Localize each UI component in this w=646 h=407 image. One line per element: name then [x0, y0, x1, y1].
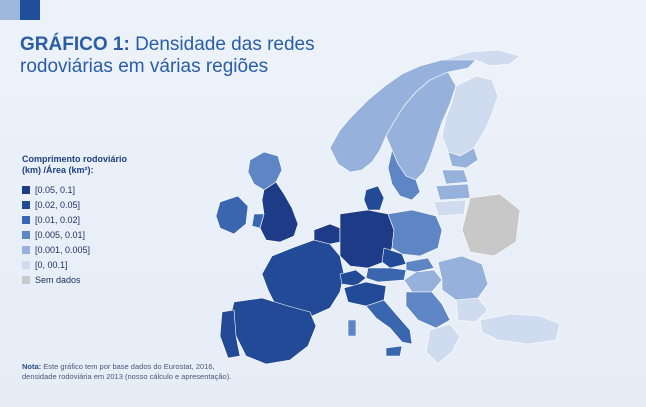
- region-sardinia: [347, 319, 357, 337]
- legend-swatch: [22, 185, 30, 194]
- region-poland: [387, 209, 443, 257]
- legend-label: [0.05, 0.1]: [35, 184, 76, 195]
- legend-title-line2: (km) /Área (km²):: [22, 165, 94, 175]
- corner-square-light: [0, 0, 20, 20]
- region-england: [259, 181, 299, 243]
- legend-item: [0.02, 0.05]: [22, 197, 162, 212]
- region-bulgaria: [455, 297, 489, 323]
- legend-swatch: [22, 215, 30, 224]
- region-czechia: [381, 247, 407, 269]
- region-romania: [437, 255, 489, 301]
- region-greece: [425, 323, 461, 365]
- title-text-line1: Densidade das redes: [135, 34, 315, 55]
- legend-item: [0.005, 0.01]: [22, 227, 162, 242]
- region-switzerland: [339, 269, 367, 287]
- region-finland-south: [447, 147, 479, 169]
- region-lithuania: [433, 199, 467, 217]
- region-benelux: [313, 223, 341, 245]
- region-hungary: [403, 269, 443, 293]
- region-norway-north: [441, 49, 521, 67]
- chart-title: GRÁFICO 1: Densidade das redes rodoviári…: [20, 34, 320, 78]
- corner-decoration: [0, 0, 40, 20]
- legend-swatch: [22, 200, 30, 209]
- legend-item: [0.001, 0.005]: [22, 242, 162, 257]
- legend-swatch: [22, 260, 30, 269]
- region-east: [461, 193, 521, 257]
- note-text: Este gráfico tem por base dados do Euros…: [22, 362, 232, 381]
- europe-road-density-map: [215, 49, 561, 365]
- legend-label: [0, 00.1]: [35, 259, 68, 270]
- note-label: Nota:: [22, 362, 42, 371]
- legend-label: Sem dados: [35, 274, 81, 285]
- legend-label: [0.005, 0.01]: [35, 229, 86, 240]
- legend-item: [0.05, 0.1]: [22, 182, 162, 197]
- region-latvia: [435, 183, 471, 201]
- region-balkans: [405, 291, 451, 329]
- title-label: GRÁFICO 1:: [20, 34, 130, 55]
- chart-note: Nota: Este gráfico tem por base dados do…: [22, 362, 232, 382]
- region-sweden-south: [387, 149, 421, 201]
- legend-swatch: [22, 275, 30, 284]
- region-sicily: [385, 345, 403, 357]
- region-portugal: [219, 309, 241, 359]
- legend-label: [0.001, 0.005]: [35, 244, 91, 255]
- region-estonia: [441, 169, 469, 185]
- legend-label: [0.02, 0.05]: [35, 199, 81, 210]
- map-legend: Comprimento rodoviário (km) /Área (km²):…: [22, 154, 162, 287]
- legend-items: [0.05, 0.1] [0.02, 0.05] [0.01, 0.02] [0.00…: [22, 182, 162, 287]
- region-austria: [365, 267, 407, 283]
- legend-swatch: [22, 230, 30, 239]
- region-ireland: [215, 195, 249, 235]
- region-germany: [339, 209, 395, 269]
- legend-item: [0, 00.1]: [22, 257, 162, 272]
- region-italy-south: [365, 299, 413, 345]
- corner-square-dark: [20, 0, 40, 20]
- region-denmark: [363, 185, 385, 211]
- legend-title: Comprimento rodoviário (km) /Área (km²):: [22, 154, 162, 176]
- legend-title-line1: Comprimento rodoviário: [22, 154, 128, 164]
- region-slovakia: [405, 257, 435, 273]
- legend-item: [0.01, 0.02]: [22, 212, 162, 227]
- region-wales: [251, 213, 265, 229]
- title-text-line2: rodoviárias em várias regiões: [20, 56, 269, 77]
- legend-label: [0.01, 0.02]: [35, 214, 81, 225]
- legend-item: Sem dados: [22, 272, 162, 287]
- region-turkey: [479, 313, 561, 345]
- legend-swatch: [22, 245, 30, 254]
